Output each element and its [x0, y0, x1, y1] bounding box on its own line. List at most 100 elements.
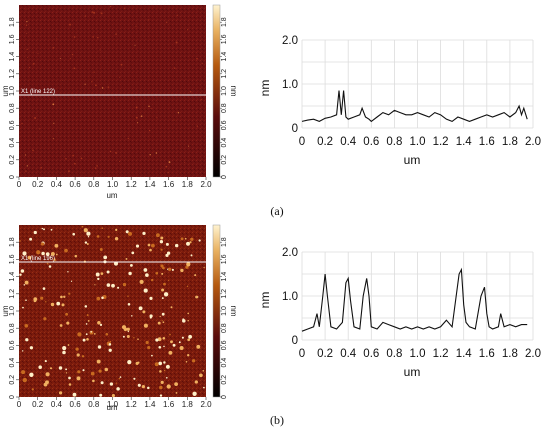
grain: [106, 270, 110, 274]
afm-x-tick-label: 1.6: [163, 400, 175, 409]
grain: [145, 273, 149, 277]
grain: [125, 230, 129, 234]
colorbar-tick-label: 0.8: [221, 323, 228, 333]
grain: [97, 321, 101, 325]
grain: [143, 288, 148, 293]
grain: [62, 350, 66, 355]
grain: [55, 253, 58, 256]
grain: [201, 63, 203, 65]
grain: [154, 362, 159, 367]
grain: [147, 19, 149, 21]
grain: [97, 277, 100, 281]
afm-y-tick-label: 1.6: [9, 34, 16, 44]
grain: [45, 301, 47, 303]
grain: [127, 137, 129, 140]
afm-image-b-surface: [19, 225, 206, 397]
afm-y-tick-label: 1.4: [9, 272, 16, 282]
grain: [165, 376, 168, 379]
grain: [162, 336, 166, 340]
grain: [43, 228, 45, 231]
x-tick-label: 0.2: [317, 136, 333, 148]
x-tick-label: 2.0: [525, 136, 541, 148]
colorbar-a-ticks: 0 0.2 0.4 0.6 0.8 1.0 1.2 1.4 1.6 1.8: [220, 17, 228, 179]
grain: [107, 235, 110, 238]
grain: [160, 380, 164, 385]
y-tick-label: 1.0: [282, 291, 298, 303]
grain: [134, 44, 136, 46]
grain: [148, 105, 150, 108]
grain: [120, 63, 123, 66]
afm-y-tick-label: 1.2: [9, 69, 16, 79]
afm-x-tick-label: 0.4: [51, 400, 63, 409]
grain: [149, 154, 151, 156]
grain: [187, 312, 189, 315]
colorbar-tick-label: 1.6: [221, 34, 228, 44]
grain: [138, 306, 143, 311]
x-tick-label: 0.4: [340, 136, 357, 148]
afm-x-tick-label: 1.6: [163, 180, 175, 189]
grain: [161, 288, 165, 292]
grain: [157, 337, 162, 342]
grain: [44, 360, 47, 363]
grain: [147, 386, 150, 390]
grain: [175, 243, 179, 248]
x-tick-label: 1.6: [479, 348, 495, 360]
grain: [163, 282, 166, 286]
grain: [195, 295, 199, 299]
grain: [24, 323, 29, 328]
grain: [50, 228, 53, 231]
afm-x-tick-label: 1.8: [182, 400, 194, 409]
afm-image-a-ylabel: um: [1, 85, 10, 96]
grain: [155, 271, 159, 275]
grain: [142, 231, 146, 236]
grain: [137, 383, 141, 387]
grain: [163, 361, 166, 364]
afm-x-tick-label: 0: [17, 180, 22, 189]
grain: [203, 386, 205, 389]
afm-x-tick-label: 1.4: [144, 180, 156, 189]
grain: [70, 57, 72, 59]
grain: [161, 297, 164, 300]
profile-chart-b-plot: 0 0.2 0.4 0.6 0.8 1.0 1.2 1.4 1.6 1.8 2.0 0 1.0 2.0: [282, 247, 541, 360]
x-tick-label: 1.8: [502, 136, 518, 148]
grain: [143, 268, 148, 272]
grain: [174, 67, 176, 69]
grain: [94, 284, 96, 286]
grain: [25, 338, 29, 342]
grain: [49, 367, 53, 370]
colorbar-tick-label: 1.8: [221, 17, 228, 27]
grain: [122, 282, 127, 287]
colorbar-b-ticks: 0 0.2 0.4 0.6 0.8 1.0 1.2 1.4 1.6 1.8: [220, 237, 228, 399]
grain: [64, 248, 68, 253]
grain: [53, 122, 55, 124]
grain: [58, 391, 63, 395]
afm-y-tick-label: 0.4: [9, 358, 16, 368]
grain: [81, 225, 84, 228]
y-tick-label: 0: [292, 335, 298, 347]
grain: [74, 162, 76, 165]
grain: [142, 310, 146, 314]
afm-y-tick-label: 1.2: [9, 289, 16, 299]
grain: [116, 387, 120, 391]
grain: [119, 376, 122, 378]
profile-chart-a-xlabel: um: [404, 153, 421, 167]
grain: [108, 343, 112, 346]
profile-chart-a-ylabel: nm: [258, 80, 272, 97]
grain: [107, 86, 110, 88]
grain: [143, 323, 148, 328]
colorbar-tick-label: 0.6: [221, 120, 228, 130]
grain: [166, 21, 168, 23]
grain: [196, 125, 198, 127]
grain: [163, 292, 169, 297]
grain: [190, 237, 194, 241]
grain: [29, 346, 34, 350]
grain: [121, 325, 127, 330]
grain: [72, 154, 74, 157]
colorbar-tick-label: 0.2: [221, 375, 228, 385]
grain: [160, 248, 163, 251]
colorbar-b: 0 0.2 0.4 0.6 0.8 1.0 1.2 1.4 1.6 1.8 nm: [212, 224, 238, 399]
grain: [135, 116, 138, 119]
grain: [149, 296, 153, 300]
grain: [24, 154, 27, 156]
grain: [19, 273, 22, 276]
